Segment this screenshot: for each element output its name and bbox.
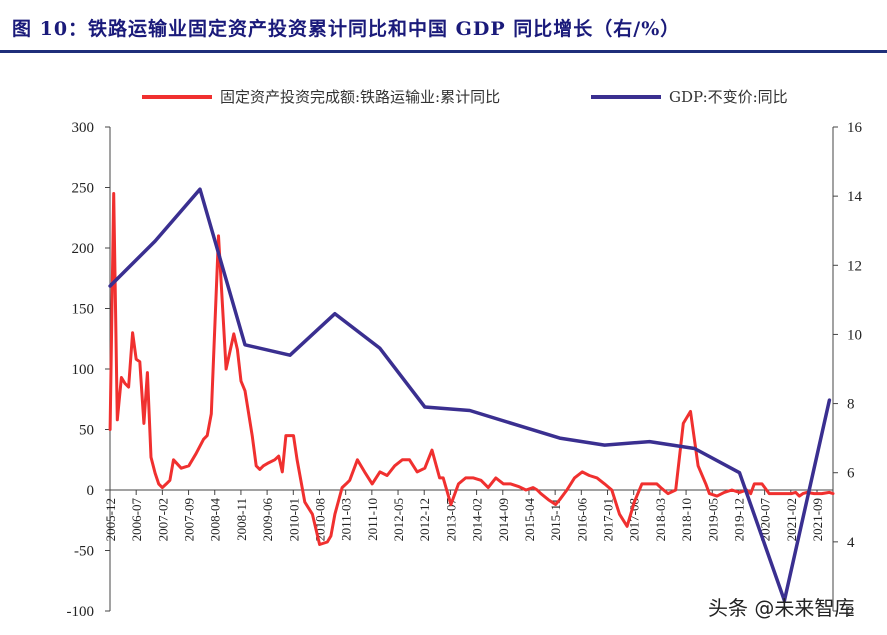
x-tick-label: 2013-07 — [443, 498, 458, 542]
x-tick-label: 2012-05 — [391, 498, 406, 541]
legend-label-gdp: GDP:不变价:同比 — [669, 88, 788, 106]
axes: 300 250 200 150 100 50 0 -50 -100 16 14 12 10 8 6 4 2 200… — [67, 120, 863, 620]
left-tick-label: 100 — [72, 362, 95, 378]
x-tick-label: 2010-01 — [286, 498, 301, 541]
x-tick-label: 2019-12 — [731, 498, 746, 541]
x-tick-label: 2014-02 — [470, 498, 485, 541]
x-tick-label: 2019-05 — [705, 498, 720, 541]
x-tick-label: 2006-07 — [129, 498, 144, 542]
x-tick-label: 2012-12 — [417, 498, 432, 541]
right-tick-label: 10 — [847, 327, 862, 343]
legend: 固定资产投资完成额:铁路运输业:累计同比 GDP:不变价:同比 — [142, 88, 788, 106]
left-tick-label: -100 — [67, 604, 95, 620]
x-tick-label: 2021-09 — [810, 498, 825, 541]
x-tick-label: 2014-09 — [496, 498, 511, 541]
x-tick-label: 2008-11 — [234, 498, 249, 541]
x-tick-label: 2008-04 — [208, 498, 223, 542]
watermark-text: 头条 @未来智库 — [708, 596, 855, 620]
x-tick-label: 2018-03 — [653, 498, 668, 541]
series-line-gdp — [108, 187, 832, 603]
x-tick-label: 2017-08 — [627, 498, 642, 541]
right-tick-label: 4 — [847, 535, 855, 551]
series-line-fixed-investment — [108, 192, 835, 546]
legend-label-fixed-investment: 固定资产投资完成额:铁路运输业:累计同比 — [220, 88, 500, 106]
x-tick-label: 2007-02 — [155, 498, 170, 541]
right-tick-label: 14 — [847, 189, 863, 205]
x-tick-label: 2007-09 — [182, 498, 197, 541]
left-tick-label: 50 — [79, 423, 94, 439]
x-tick-label: 2009-06 — [260, 498, 275, 542]
left-tick-label: -50 — [74, 544, 94, 560]
left-tick-label: 200 — [72, 241, 95, 257]
left-tick-label: 0 — [87, 483, 95, 499]
title-divider — [0, 50, 887, 53]
chart-title: 图 10：铁路运输业固定资产投资累计同比和中国 GDP 同比增长（右/%） — [12, 18, 681, 40]
left-tick-label: 300 — [72, 120, 95, 136]
left-tick-label: 250 — [72, 181, 95, 197]
right-tick-label: 6 — [847, 466, 855, 482]
right-tick-label: 12 — [847, 258, 862, 274]
series-layer — [108, 187, 835, 603]
x-tick-label: 2016-06 — [574, 498, 589, 542]
x-tick-label: 2005-12 — [103, 498, 118, 541]
left-tick-label: 150 — [72, 302, 95, 318]
x-tick-label: 2011-10 — [365, 498, 380, 541]
right-tick-label: 8 — [847, 397, 855, 413]
x-tick-label: 2021-02 — [784, 498, 799, 541]
x-tick-label: 2015-11 — [548, 498, 563, 541]
watermark: 头条 @未来智库 — [708, 592, 854, 621]
right-tick-label: 2 — [847, 604, 855, 620]
x-tick-label: 2011-03 — [339, 498, 354, 541]
x-tick-label: 2017-01 — [601, 498, 616, 541]
right-tick-label: 16 — [847, 120, 863, 136]
x-tick-label: 2015-04 — [522, 498, 537, 542]
x-tick-label: 2018-10 — [679, 498, 694, 541]
